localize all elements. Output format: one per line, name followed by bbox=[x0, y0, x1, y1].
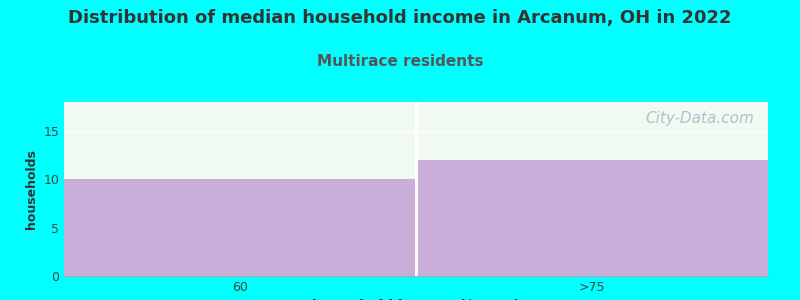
Text: Distribution of median household income in Arcanum, OH in 2022: Distribution of median household income … bbox=[68, 9, 732, 27]
Bar bbox=[64, 179, 414, 276]
X-axis label: household income ($1000): household income ($1000) bbox=[312, 299, 520, 300]
Y-axis label: households: households bbox=[25, 149, 38, 229]
Text: City-Data.com: City-Data.com bbox=[645, 111, 754, 126]
Bar bbox=[418, 160, 768, 276]
Text: Multirace residents: Multirace residents bbox=[317, 54, 483, 69]
